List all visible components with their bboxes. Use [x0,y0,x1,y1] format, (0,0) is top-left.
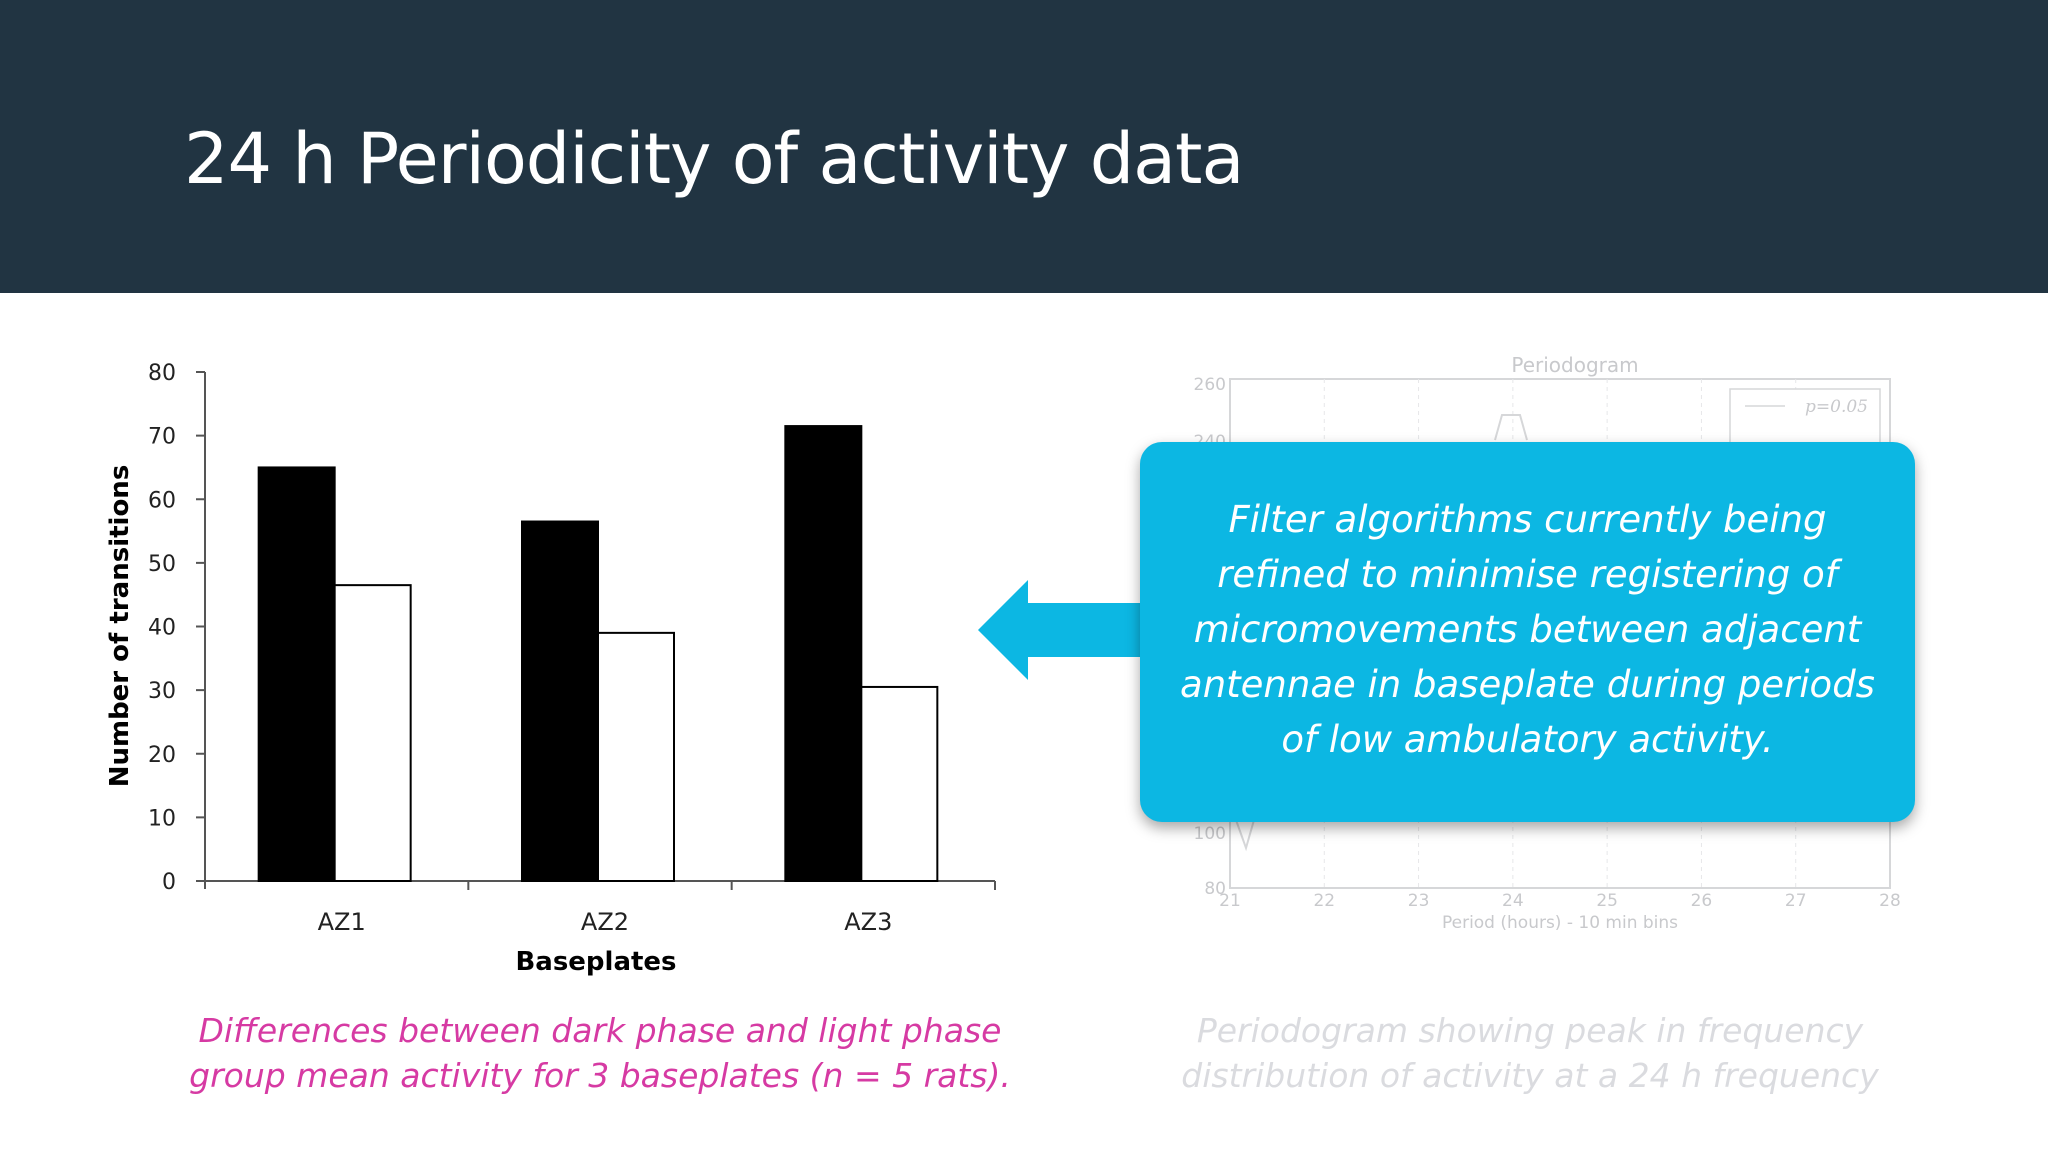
periodogram-x-tick-label: 26 [1691,891,1713,911]
y-tick-label: 40 [148,616,176,641]
periodogram-x-tick-label: 25 [1596,891,1618,911]
periodogram-x-tick-label: 27 [1785,891,1807,911]
y-tick-label: 0 [162,870,176,895]
y-tick-label: 80 [148,361,176,386]
bar-chart-caption: Differences between dark phase and light… [189,1011,1011,1095]
bar-chart: 0 10 20 30 40 50 60 70 80 AZ1 AZ2 AZ3 Baseplates Numb… [105,361,996,977]
periodogram-legend-label: p=0.05 [1805,397,1868,417]
y-tick-label: 10 [148,806,176,831]
periodogram-y-tick-label: 80 [1204,879,1226,899]
periodogram-y-tick-label: 260 [1194,375,1226,395]
periodogram-x-tick-label: 22 [1313,891,1335,911]
periodogram-caption: Periodogram showing peak in frequency di… [1181,1011,1879,1095]
bar [333,584,412,882]
bar [521,520,599,882]
y-tick-label: 60 [148,488,176,513]
periodogram-x-tick-label: 23 [1408,891,1430,911]
bar [257,466,336,882]
y-tick-label: 70 [148,425,176,450]
title-bar: 24 h Periodicity of activity data [0,0,2048,293]
x-tick-label: AZ3 [844,908,892,936]
periodogram-x-tick-label: 21 [1219,891,1241,911]
callout-text: Filter algorithms currently being refine… [1180,498,1875,761]
periodogram-x-axis-label: Period (hours) - 10 min bins [1442,913,1678,933]
x-tick-label: AZ1 [318,908,366,936]
y-tick-label: 20 [148,743,176,768]
y-axis-label: Number of transitions [105,465,135,788]
x-axis-label: Baseplates [515,947,676,977]
periodogram-trough-line [1235,819,1255,852]
periodogram-peak-line [1494,414,1528,441]
periodogram-title: Periodogram [1511,353,1638,377]
y-tick-label: 30 [148,679,176,704]
slide-title: 24 h Periodicity of activity data [184,118,1244,200]
periodogram-x-tick-label: 28 [1879,891,1901,911]
periodogram-y-tick-label: 100 [1194,824,1226,844]
arrow-left-icon [978,580,1145,680]
periodogram-legend [1729,388,1881,450]
periodogram-x-tick-label: 24 [1502,891,1524,911]
callout-box: Filter algorithms currently being refine… [1140,442,1915,822]
y-tick-label: 50 [148,552,176,577]
bar [860,685,939,882]
x-tick-label: AZ2 [581,908,629,936]
bar [784,425,863,882]
bar [597,631,675,882]
